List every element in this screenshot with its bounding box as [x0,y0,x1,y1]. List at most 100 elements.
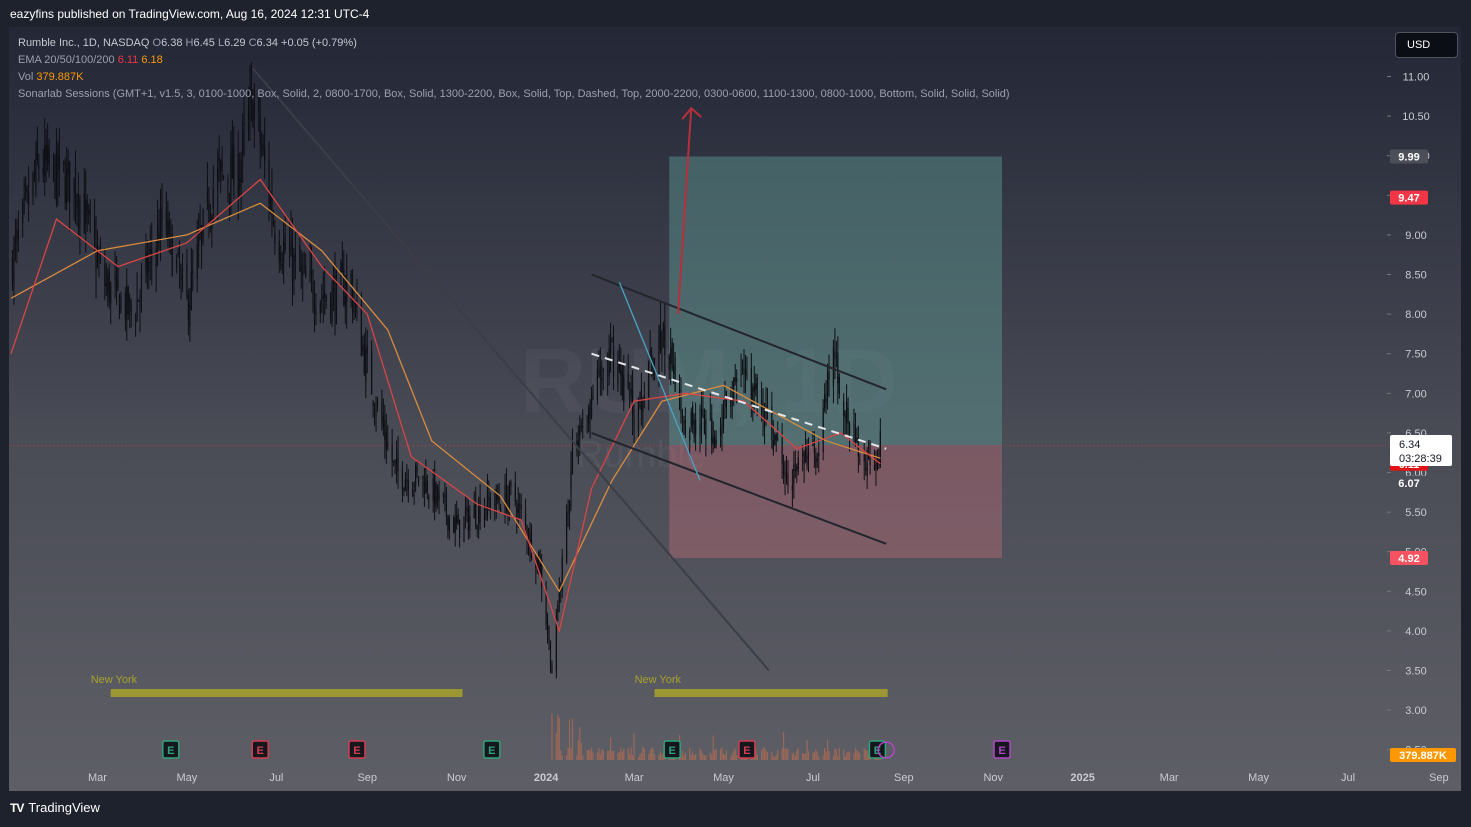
candle-body [105,282,107,287]
candle-body [700,408,703,430]
candle-body [648,361,650,397]
x-tick-3: Sep [357,772,377,784]
candle-body [741,368,744,371]
candle-body [530,530,533,558]
candle-body [633,418,635,424]
volume-bar [590,747,593,760]
candle-body [464,510,467,515]
earnings-marker-6 [738,740,756,759]
candle-body [787,474,789,486]
candle-body [618,362,620,370]
legend-sessions[interactable]: Sonarlab Sessions (GMT+1, v1.5, 3, 0100-… [18,88,1010,100]
volume-bar [762,748,764,760]
volume-bar [711,754,713,760]
tag-stop: 4.92 [1398,553,1419,565]
tag-target: 9.47 [1398,193,1419,205]
candle-body [588,407,590,424]
legend-vol-row[interactable]: Vol 379.887K [18,69,1010,86]
volume-bar [857,751,859,760]
candle-body [781,437,783,465]
candle-body [670,348,672,364]
volume-bar [736,755,738,760]
candle-body [351,287,354,313]
candle-body [673,365,675,375]
volume-bar [620,747,622,760]
candle-body [271,194,273,219]
candle-body [678,389,681,395]
candle-body [539,563,541,574]
candle-body [802,453,804,456]
candle-body [27,194,30,206]
candle-body [590,399,593,420]
volume-bar [755,748,757,760]
currency-button[interactable]: USD [1395,32,1458,58]
candle-body [497,494,499,500]
volume-bar [756,754,758,760]
publish-bar: eazyfins published on TradingView.com, A… [10,7,370,21]
candle-body [517,503,519,513]
candle-body [752,387,754,403]
candle-body [876,459,879,470]
candle-body [598,372,600,374]
candle-body [274,233,276,244]
candle-body [118,295,121,319]
footer-brand[interactable]: TradingView [28,800,100,815]
volume-bar [787,748,789,760]
tag-top-target: 9.99 [1398,151,1419,163]
candle-body [120,296,122,311]
candle-body [38,165,40,169]
volume-bar [567,747,569,760]
candle-body [423,481,426,494]
candle-body [467,507,469,531]
volume-bar [648,754,650,760]
candle-body [680,395,682,414]
candle-body [611,337,613,340]
volume-bar [570,748,572,760]
candle-body [793,463,795,485]
candle-body [485,506,487,511]
volume-bar [714,749,716,760]
earnings-marker-3 [348,740,366,759]
candle-body [777,438,779,440]
candle-body [500,507,502,512]
candle-body [344,295,346,307]
candle-body [151,249,153,259]
ema-fast-line [10,178,881,634]
candle-body [110,282,112,304]
candle-body [771,406,773,440]
candle-body [300,266,302,271]
candle-body [623,375,625,403]
candle-body [744,368,747,374]
x-tick-4: Nov [447,772,467,784]
candle-body [381,402,383,423]
candle-body [231,144,233,179]
candle-body [837,352,839,384]
candle-body [875,462,877,470]
volume-bar [608,750,610,760]
volume-bar [826,739,829,760]
volume-bar [689,747,691,760]
legend-symbol[interactable]: Rumble Inc., 1D, NASDAQ [18,37,150,49]
tag-top-target-bg [1390,149,1428,164]
earnings-marker-5 [663,740,681,759]
volume-bar [777,749,779,760]
candle-body [79,198,81,227]
candle-body [681,417,684,419]
candle-body [617,362,619,387]
candles [11,62,881,679]
candle-body [859,459,861,461]
volume-bar [797,747,799,760]
candle-body [536,557,538,568]
candle-body [354,304,357,314]
candle-body [170,227,172,230]
chart-pane[interactable]: RUM, 1D Rumble New York New York E E E E E E E E 11.… [9,27,1461,791]
candle-body [495,489,497,511]
candle-body [198,237,200,247]
candle-body [47,145,49,164]
candle-body [746,371,748,377]
candle-body [217,167,219,191]
legend-ema-row[interactable]: EMA 20/50/100/200 6.11 6.18 [18,52,1010,69]
volume-bar [649,750,651,760]
candle-body [262,143,264,148]
